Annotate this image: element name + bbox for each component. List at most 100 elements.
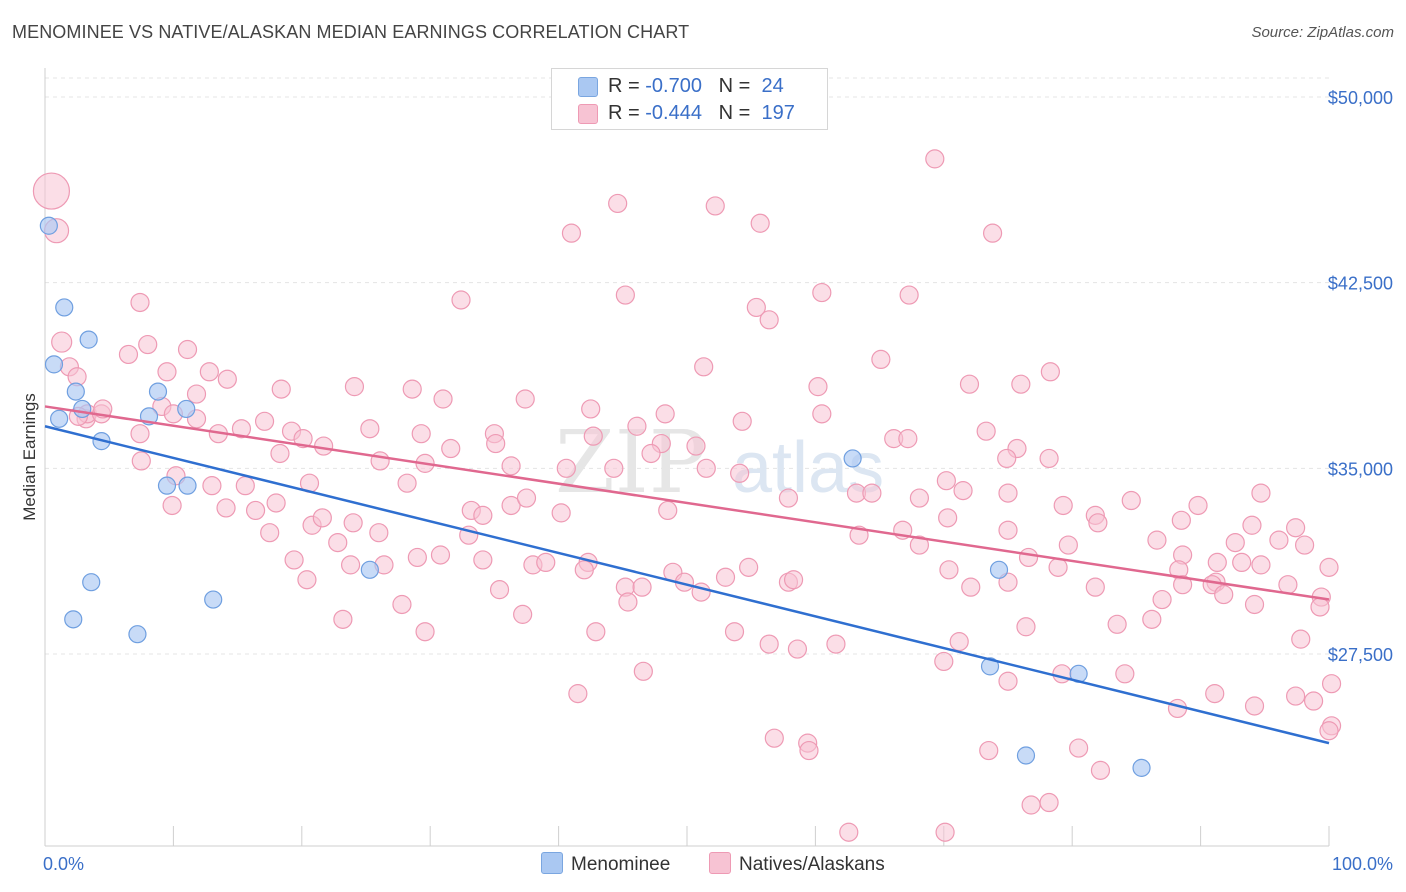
menominee-point: [360, 560, 379, 579]
native-point: [254, 411, 275, 431]
native-point: [1310, 597, 1330, 617]
native-point: [162, 495, 182, 516]
native-point: [340, 555, 361, 575]
native-point: [778, 488, 799, 508]
native-point: [489, 580, 510, 600]
native-point: [746, 297, 766, 318]
menominee-point: [39, 216, 58, 235]
native-point: [199, 362, 219, 382]
native-point: [486, 433, 506, 454]
native-point: [1053, 495, 1073, 516]
native-point: [270, 443, 290, 464]
native-point: [1269, 530, 1289, 550]
n-label: N =: [718, 102, 751, 124]
menominee-point: [177, 399, 196, 419]
native-point: [632, 577, 652, 597]
native-point: [328, 532, 348, 553]
native-point: [1040, 362, 1060, 382]
native-point: [686, 436, 706, 456]
native-point: [608, 193, 628, 214]
native-point: [235, 476, 255, 496]
native-point: [641, 443, 661, 464]
native-point: [581, 399, 601, 419]
native-point: [1319, 557, 1339, 577]
native-point: [392, 594, 412, 615]
menominee-point: [64, 610, 83, 629]
native-point: [732, 411, 752, 431]
native-point: [369, 523, 389, 543]
native-point: [343, 513, 363, 533]
menominee-point: [148, 382, 168, 401]
native-point: [1278, 575, 1298, 595]
native-point: [32, 172, 71, 210]
native-points: [32, 149, 1342, 842]
native-point: [583, 426, 603, 446]
zipatlas-watermark: ZIP atlas: [555, 413, 884, 513]
native-point: [1286, 686, 1306, 706]
native-point: [961, 577, 981, 597]
native-point: [939, 560, 959, 580]
r-label: R =: [608, 102, 640, 124]
native-point: [515, 389, 535, 409]
legend-swatch-natives: [709, 852, 731, 874]
native-point: [953, 481, 973, 501]
native-point: [655, 404, 675, 424]
native-point: [118, 344, 139, 365]
n-value: 24: [761, 75, 784, 97]
native-point: [568, 684, 588, 704]
native-point: [799, 740, 819, 761]
native-point: [186, 384, 207, 404]
native-point: [1286, 518, 1306, 538]
native-point: [284, 550, 304, 570]
native-point: [899, 285, 919, 305]
native-point: [451, 290, 471, 310]
native-point: [998, 520, 1018, 540]
native-point: [724, 622, 745, 642]
native-point: [245, 500, 266, 521]
native-point: [715, 567, 736, 587]
native-point: [433, 389, 453, 409]
native-point: [839, 822, 859, 842]
native-point: [1147, 530, 1167, 550]
native-point: [360, 419, 380, 439]
native-point: [1021, 795, 1041, 815]
native-point: [130, 292, 150, 313]
y-tick-label: $27,500: [1328, 645, 1393, 665]
x-tick-label: 0.0%: [43, 854, 84, 874]
native-point: [202, 476, 222, 496]
native-point: [1152, 589, 1172, 610]
menominee-point: [1132, 758, 1151, 777]
native-point: [1048, 557, 1068, 577]
native-point: [759, 634, 779, 654]
native-point: [157, 362, 177, 382]
native-point: [694, 357, 714, 377]
native-point: [177, 339, 198, 360]
native-point: [260, 523, 280, 543]
native-point: [516, 488, 537, 508]
native-point: [936, 471, 956, 491]
native-point: [551, 503, 571, 523]
native-point: [1173, 575, 1193, 595]
stat-text-natives: R = -0.444 N = 197: [608, 102, 795, 125]
native-point: [51, 331, 73, 353]
native-point: [513, 604, 533, 624]
chart-title: MENOMINEE VS NATIVE/ALASKAN MEDIAN EARNI…: [12, 22, 690, 42]
native-point: [314, 436, 334, 456]
native-point: [131, 451, 151, 471]
native-point: [783, 570, 804, 590]
menominee-point: [843, 449, 862, 468]
native-point: [959, 374, 980, 394]
r-value: -0.444: [645, 102, 702, 124]
menominee-point: [989, 560, 1009, 579]
native-point: [231, 419, 252, 439]
native-point: [556, 458, 576, 478]
native-point: [979, 740, 999, 761]
menominee-point: [980, 657, 1000, 676]
native-point: [1039, 448, 1059, 469]
native-point: [1321, 674, 1342, 694]
native-point: [271, 379, 291, 399]
native-point: [976, 421, 996, 441]
n-value: 197: [761, 102, 795, 124]
native-point: [949, 632, 969, 652]
